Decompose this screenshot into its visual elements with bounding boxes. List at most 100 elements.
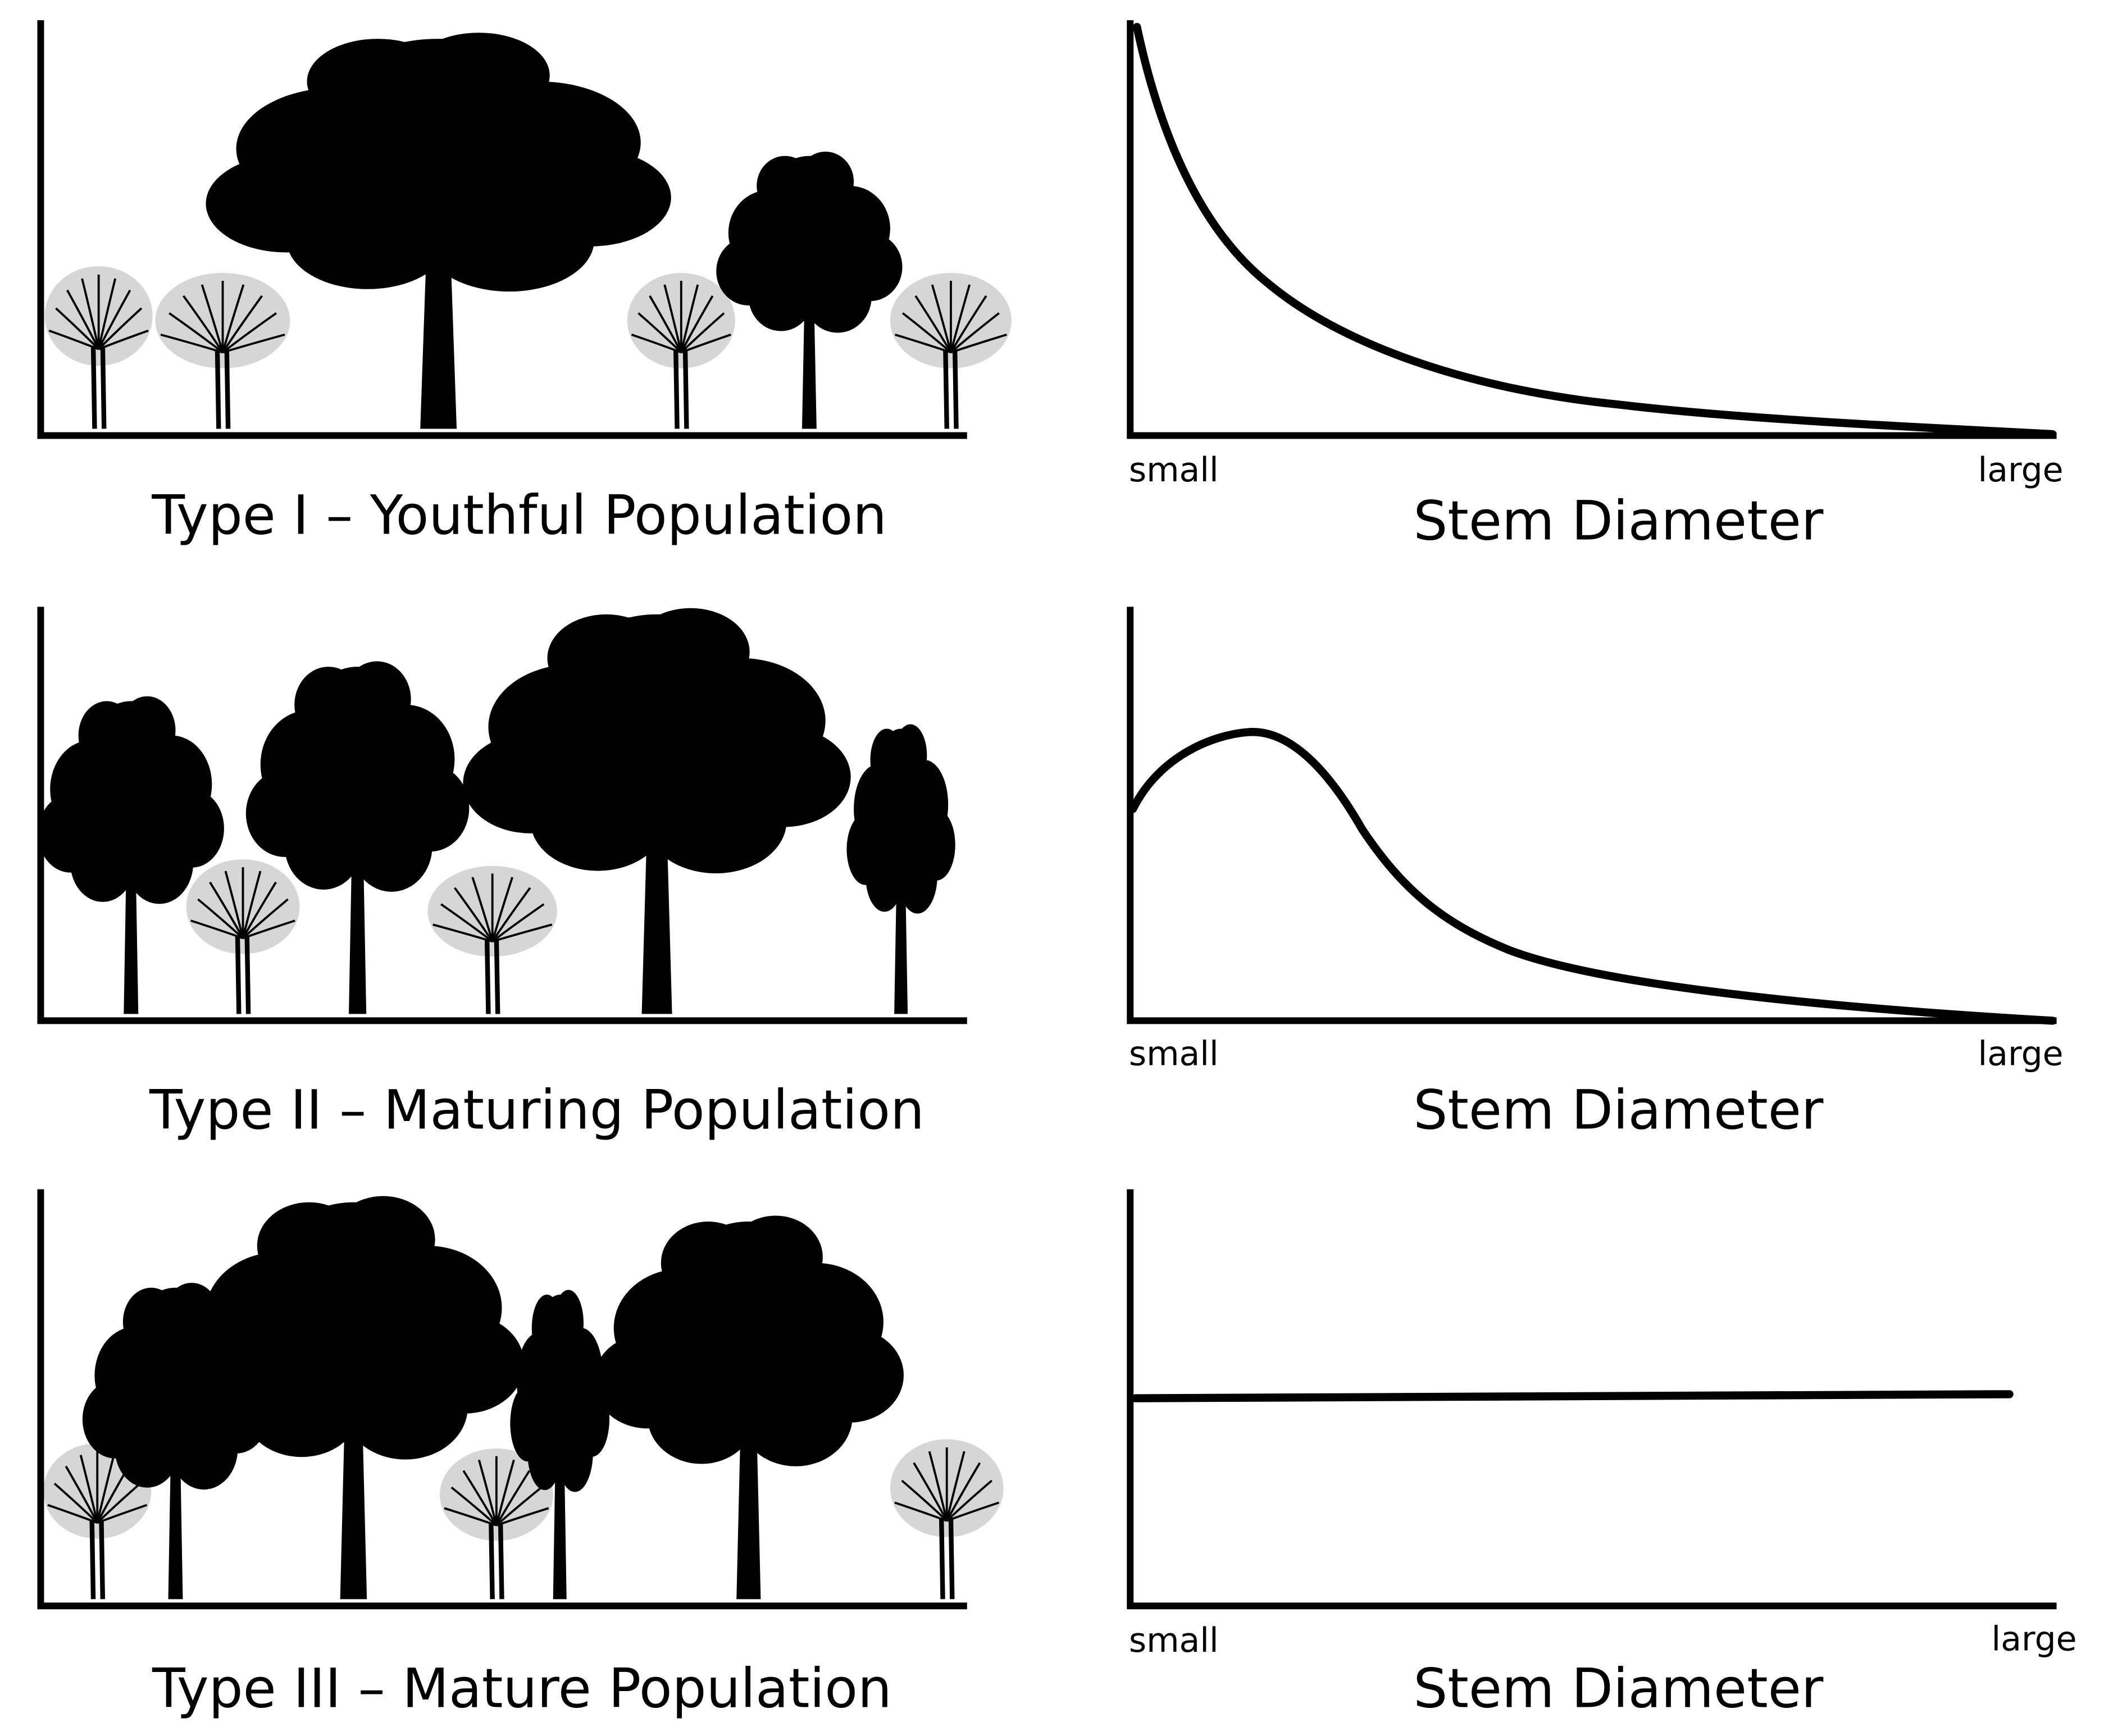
branch xyxy=(432,923,493,943)
crown xyxy=(78,701,135,770)
branch xyxy=(495,1459,515,1526)
branch xyxy=(681,334,731,354)
chart-axis xyxy=(1127,607,2057,1024)
branch xyxy=(96,1482,141,1524)
crown xyxy=(757,156,814,216)
tree xyxy=(245,661,470,1014)
branch xyxy=(98,307,143,350)
branch xyxy=(79,1455,99,1523)
sapling xyxy=(44,266,153,429)
branch xyxy=(222,312,277,353)
axis-title: Stem Diameter xyxy=(1413,1078,1823,1141)
tree xyxy=(463,608,851,1014)
chart-axis xyxy=(1127,1189,2057,1610)
branch xyxy=(47,1503,98,1524)
crown xyxy=(242,1357,361,1457)
branch xyxy=(491,877,513,942)
branch xyxy=(197,898,244,939)
crown xyxy=(739,1366,853,1466)
axis-min-label: small xyxy=(1129,450,1219,490)
branch xyxy=(491,887,531,942)
branch xyxy=(894,333,951,354)
crown xyxy=(898,839,937,914)
axis-title: Stem Diameter xyxy=(1413,489,1823,552)
branch xyxy=(190,919,244,940)
distribution-curve xyxy=(1133,22,2057,439)
branch xyxy=(950,295,987,353)
stand-axis xyxy=(37,607,967,1024)
stem xyxy=(939,1518,955,1600)
axis-max-label: large xyxy=(1978,1035,2064,1074)
branch xyxy=(637,312,682,353)
branch xyxy=(946,1462,981,1521)
branch xyxy=(462,1470,498,1526)
crown xyxy=(531,1295,562,1361)
sapling xyxy=(186,859,300,1014)
crown xyxy=(170,1407,238,1490)
branch xyxy=(53,1482,98,1524)
tree xyxy=(716,152,903,429)
axis-max-label: large xyxy=(1978,450,2064,490)
stem xyxy=(484,938,500,1014)
branch xyxy=(950,333,1007,354)
crown xyxy=(527,1414,562,1491)
tree xyxy=(38,696,224,1014)
sapling xyxy=(890,1439,1004,1600)
branch xyxy=(946,1479,993,1522)
crown xyxy=(307,39,449,125)
stem xyxy=(89,1519,106,1600)
tree xyxy=(183,1196,525,1600)
branch xyxy=(931,284,952,353)
branch xyxy=(946,1501,1000,1522)
branch xyxy=(65,1465,98,1524)
crown xyxy=(286,191,449,289)
branch xyxy=(492,923,553,943)
branch xyxy=(168,312,224,353)
branch xyxy=(471,877,494,942)
branch xyxy=(81,278,100,350)
branch xyxy=(96,1455,115,1523)
crown xyxy=(547,614,666,702)
crown xyxy=(257,1202,361,1290)
branch xyxy=(242,881,277,939)
panel-caption: Type III – Mature Population xyxy=(152,1657,892,1720)
branch xyxy=(209,881,244,939)
distribution-curve xyxy=(1131,1390,2014,1402)
branch xyxy=(928,1451,948,1521)
branch xyxy=(97,278,117,350)
branch xyxy=(914,295,952,353)
branch xyxy=(450,1486,498,1527)
branch xyxy=(97,289,131,350)
branch xyxy=(183,295,224,353)
crown xyxy=(661,1222,755,1305)
sapling xyxy=(627,272,735,429)
crown xyxy=(803,261,872,333)
crown xyxy=(647,1369,755,1464)
branch xyxy=(224,871,244,939)
tree xyxy=(846,724,955,1014)
stem xyxy=(489,1522,504,1600)
branch xyxy=(894,1501,948,1522)
crown xyxy=(125,821,194,904)
sapling xyxy=(427,865,557,1014)
stem xyxy=(215,349,231,429)
branch xyxy=(201,284,224,353)
tree-silhouettes xyxy=(38,33,1012,1600)
axis-min-label: small xyxy=(1129,1035,1219,1074)
stand-axis xyxy=(37,20,967,439)
stem xyxy=(235,935,251,1014)
branch xyxy=(495,1486,543,1527)
branch xyxy=(901,312,952,353)
branch xyxy=(242,871,262,939)
branch xyxy=(222,333,285,354)
branch xyxy=(495,1470,531,1526)
tree xyxy=(510,1290,610,1600)
crown xyxy=(748,262,814,331)
branch xyxy=(913,1462,948,1521)
branch xyxy=(440,903,493,942)
branch xyxy=(48,329,99,350)
branch xyxy=(98,329,149,350)
chart-axis xyxy=(1127,20,2057,439)
branch xyxy=(454,887,494,942)
